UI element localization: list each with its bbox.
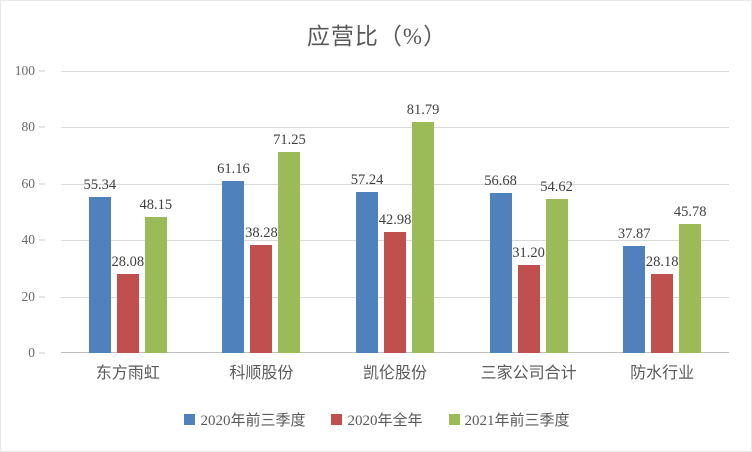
y-tick-label: 100 <box>14 63 35 78</box>
plot-area: 55.34 28.08 48.15 61.16 38.28 71.25 57.24 42.98… <box>61 71 729 353</box>
bar-value-label: 61.16 <box>217 160 250 177</box>
x-axis-category-labels: 东方雨虹 科顺股份 凯伦股份 三家公司合计 防水行业 <box>61 359 729 391</box>
y-tick-mark <box>39 70 45 72</box>
gridline <box>61 127 729 129</box>
bar-value-label: 31.20 <box>512 245 545 262</box>
bar[interactable]: 48.15 <box>139 197 172 353</box>
bar-value-label: 28.08 <box>111 253 145 270</box>
gridline <box>61 183 729 185</box>
chart-title: 应营比（%） <box>306 24 448 49</box>
bar-group: 37.87 28.18 45.78 <box>618 71 707 353</box>
legend-swatch-icon <box>448 414 460 425</box>
bar-value-label: 42.98 <box>378 211 412 228</box>
bar[interactable]: 37.87 <box>618 226 651 353</box>
bar[interactable]: 31.20 <box>512 245 545 353</box>
bar-value-label: 54.62 <box>540 178 573 195</box>
y-tick-mark <box>39 126 45 128</box>
y-axis: 0 20 40 60 80 100 <box>1 63 45 360</box>
bar-value-label: 55.34 <box>83 176 117 193</box>
bar[interactable]: 61.16 <box>217 161 250 353</box>
legend-item[interactable]: 2020年前三季度 <box>184 409 305 430</box>
x-tick-label: 东方雨虹 <box>95 365 160 382</box>
x-tick-label: 三家公司合计 <box>480 365 577 382</box>
y-tick-mark <box>39 296 45 298</box>
legend-label: 2020年全年 <box>347 413 423 429</box>
y-tick-mark <box>39 352 45 354</box>
legend-item[interactable]: 2021年前三季度 <box>448 409 570 430</box>
bar-value-label: 37.87 <box>617 226 651 243</box>
y-tick-label: 60 <box>21 175 36 191</box>
legend-swatch-icon <box>184 414 196 425</box>
bar[interactable]: 42.98 <box>379 212 411 353</box>
bar-value-label: 38.28 <box>245 225 278 242</box>
legend-item[interactable]: 2020年全年 <box>331 409 423 430</box>
bar-value-label: 71.25 <box>273 132 306 149</box>
bar-value-label: 45.78 <box>673 203 707 220</box>
y-tick-mark <box>39 239 45 241</box>
bar[interactable]: 55.34 <box>83 177 116 353</box>
bar-value-label: 57.24 <box>350 171 384 188</box>
y-tick-label: 40 <box>21 232 36 248</box>
gridline <box>61 71 729 72</box>
bar[interactable]: 28.08 <box>111 254 144 353</box>
x-tick-label: 科顺股份 <box>229 365 294 382</box>
bar-value-label: 81.79 <box>406 102 440 119</box>
bar-value-label: 28.18 <box>645 253 679 270</box>
legend-label: 2020年前三季度 <box>200 413 306 429</box>
bar-group: 55.34 28.08 48.15 <box>83 71 172 353</box>
bar-group: 61.16 38.28 71.25 <box>217 71 306 353</box>
bar-group: 56.68 31.20 54.62 <box>484 71 573 353</box>
bar-group: 57.24 42.98 81.79 <box>351 71 439 353</box>
bar[interactable]: 54.62 <box>540 179 573 353</box>
legend-label: 2021年前三季度 <box>464 413 570 429</box>
bar[interactable]: 57.24 <box>351 172 383 353</box>
y-tick-mark <box>39 183 45 185</box>
y-tick-label: 80 <box>21 119 36 135</box>
bar[interactable]: 81.79 <box>407 102 439 353</box>
bar-value-label: 48.15 <box>139 197 173 214</box>
bar[interactable]: 71.25 <box>273 132 306 353</box>
bar[interactable]: 38.28 <box>245 225 278 353</box>
bar-value-label: 56.68 <box>484 173 517 190</box>
bar[interactable]: 56.68 <box>484 173 517 353</box>
legend-swatch-icon <box>331 414 343 425</box>
x-tick-label: 防水行业 <box>630 365 695 382</box>
bar[interactable]: 45.78 <box>674 204 707 353</box>
chart-legend: 2020年前三季度 2020年全年 2021年前三季度 <box>1 409 751 430</box>
bar[interactable]: 28.18 <box>646 254 679 353</box>
y-tick-label: 20 <box>21 288 36 304</box>
x-tick-label: 凯伦股份 <box>362 365 428 382</box>
y-tick-label: 0 <box>28 345 35 360</box>
